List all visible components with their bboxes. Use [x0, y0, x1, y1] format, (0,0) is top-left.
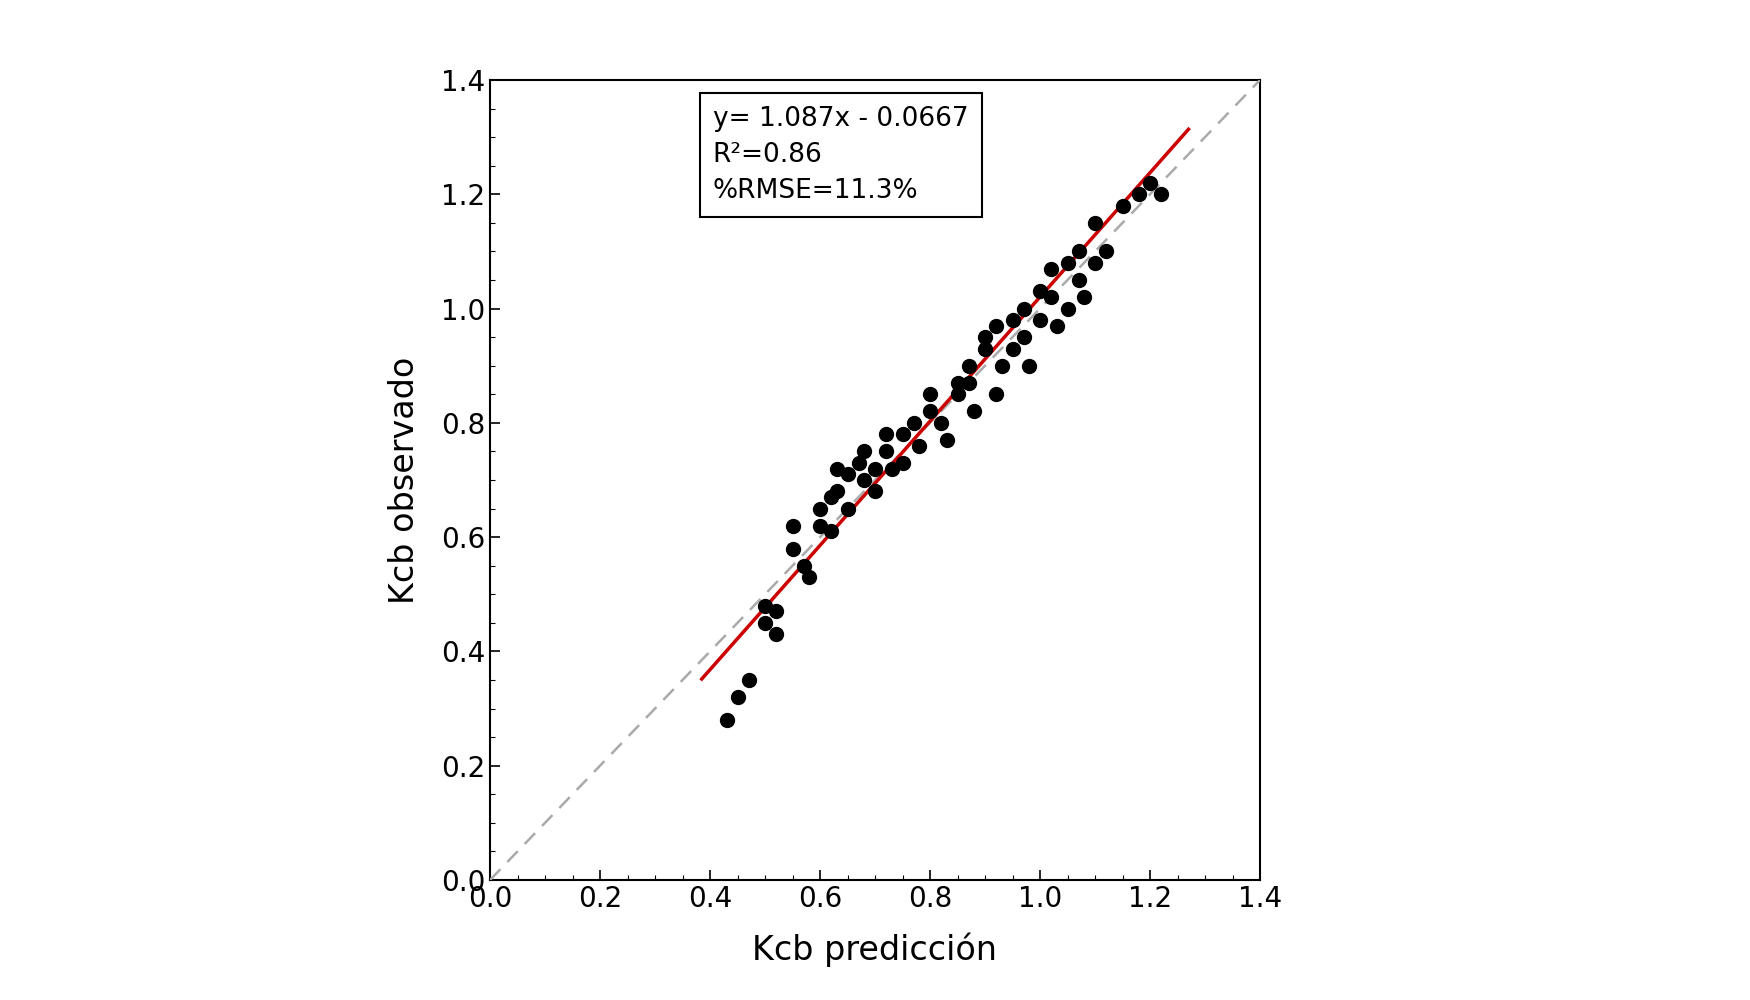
Point — [845, 455, 873, 471]
Point — [1026, 312, 1054, 328]
Point — [1125, 186, 1153, 202]
Point — [915, 386, 943, 402]
Point — [872, 443, 900, 459]
Point — [1146, 186, 1174, 202]
Point — [807, 501, 835, 517]
Point — [751, 615, 779, 631]
Point — [1064, 243, 1092, 259]
Point — [971, 329, 999, 345]
Point — [954, 375, 982, 391]
Text: y= 1.087x - 0.0667
R²=0.86
%RMSE=11.3%: y= 1.087x - 0.0667 R²=0.86 %RMSE=11.3% — [712, 106, 968, 204]
Point — [933, 432, 961, 448]
Point — [712, 712, 740, 728]
Point — [971, 341, 999, 357]
Point — [1010, 301, 1038, 317]
Point — [794, 569, 822, 585]
Point — [905, 438, 933, 454]
Point — [833, 466, 861, 482]
Point — [1026, 283, 1054, 299]
Point — [1136, 175, 1164, 191]
Point — [789, 558, 817, 574]
Point — [850, 472, 878, 488]
Point — [833, 501, 861, 517]
Point — [954, 358, 982, 374]
Point — [999, 312, 1027, 328]
Point — [807, 518, 835, 534]
Point — [861, 483, 889, 499]
Point — [1054, 255, 1082, 271]
Point — [943, 386, 971, 402]
Point — [861, 461, 889, 477]
Point — [779, 518, 807, 534]
Point — [1064, 272, 1092, 288]
Point — [751, 598, 779, 614]
Point — [900, 415, 928, 431]
Point — [1038, 261, 1066, 277]
Point — [915, 403, 943, 419]
Point — [889, 426, 917, 442]
Point — [817, 523, 845, 539]
Point — [987, 358, 1015, 374]
Point — [872, 426, 900, 442]
Point — [761, 626, 789, 642]
Point — [889, 455, 917, 471]
Point — [850, 443, 878, 459]
Point — [1082, 215, 1110, 231]
Point — [1092, 243, 1120, 259]
Point — [928, 415, 956, 431]
Point — [1015, 358, 1043, 374]
Point — [822, 461, 850, 477]
Point — [1043, 318, 1071, 334]
Point — [943, 375, 971, 391]
Point — [1038, 289, 1066, 305]
Point — [877, 461, 905, 477]
X-axis label: Kcb predicción: Kcb predicción — [752, 932, 997, 967]
Point — [982, 318, 1010, 334]
Point — [723, 689, 751, 705]
Point — [1054, 301, 1082, 317]
Point — [961, 403, 989, 419]
Y-axis label: Kcb observado: Kcb observado — [388, 356, 422, 604]
Point — [1010, 329, 1038, 345]
Point — [982, 386, 1010, 402]
Point — [817, 489, 845, 505]
Point — [822, 483, 850, 499]
Point — [735, 672, 763, 688]
Point — [1108, 198, 1136, 214]
Point — [761, 603, 789, 619]
Point — [779, 541, 807, 557]
Point — [1069, 289, 1097, 305]
Point — [999, 341, 1027, 357]
Point — [1082, 255, 1110, 271]
